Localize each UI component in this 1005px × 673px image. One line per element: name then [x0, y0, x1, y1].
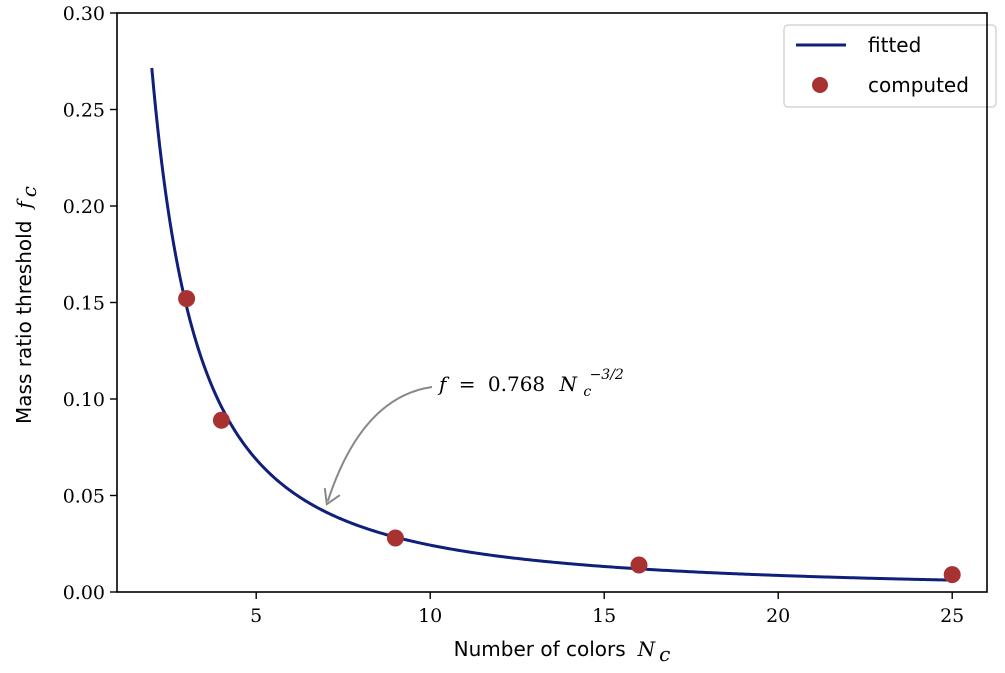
x-tick-label: 10	[418, 605, 442, 627]
y-axis-ticks: 0.00 0.05 0.10 0.15 0.20 0.25 0.30	[63, 3, 117, 604]
y-tick-label: 0.15	[63, 293, 105, 315]
annotation-arrow	[326, 386, 433, 502]
computed-point	[212, 411, 230, 429]
y-tick-label: 0.20	[63, 196, 105, 218]
x-tick-label: 5	[250, 605, 262, 627]
y-axis-label-text: Mass ratio threshold	[12, 221, 36, 424]
y-tick-label: 0.10	[63, 389, 105, 411]
annotation-arrowhead	[323, 488, 341, 506]
y-axis-label: Mass ratio threshold f c	[12, 186, 41, 424]
y-axis-label-subscript: c	[17, 186, 41, 197]
x-axis-ticks: 5 10 15 20 25	[250, 592, 964, 627]
computed-point	[178, 290, 196, 308]
x-axis-label-symbol: N	[637, 637, 657, 661]
legend-fitted-label: fitted	[868, 33, 921, 57]
computed-point	[943, 566, 961, 584]
equation-exponent: −3/2	[590, 367, 624, 383]
x-tick-label: 15	[592, 605, 616, 627]
equation-equals: =	[459, 372, 476, 396]
legend-computed-label: computed	[868, 73, 969, 97]
y-tick-label: 0.05	[63, 486, 105, 508]
legend: fitted computed	[783, 24, 997, 108]
equation-lhs: f	[437, 372, 450, 396]
fit-equation-annotation: f = 0.768 N c −3/2	[323, 367, 624, 506]
computed-point	[630, 556, 648, 574]
x-tick-label: 20	[766, 605, 790, 627]
y-tick-label: 0.00	[63, 582, 105, 604]
axes-frame	[116, 12, 988, 593]
plot-area	[150, 67, 961, 584]
computed-point	[386, 529, 404, 547]
x-axis-label-text: Number of colors	[454, 637, 626, 661]
y-tick-label: 0.25	[63, 100, 105, 122]
x-axis-label-subscript: c	[659, 642, 670, 666]
fit-equation-text: f = 0.768 N c −3/2	[437, 367, 624, 401]
y-axis-label-symbol: f	[12, 198, 36, 211]
y-tick-label: 0.30	[63, 3, 105, 25]
x-tick-label: 25	[940, 605, 964, 627]
equation-coefficient: 0.768	[488, 372, 545, 396]
equation-subscript: c	[583, 384, 591, 400]
x-axis-label: Number of colors N c	[454, 637, 671, 666]
fitted-curve	[150, 67, 953, 582]
equation-symbol: N	[559, 372, 579, 396]
legend-computed-swatch	[812, 77, 828, 93]
